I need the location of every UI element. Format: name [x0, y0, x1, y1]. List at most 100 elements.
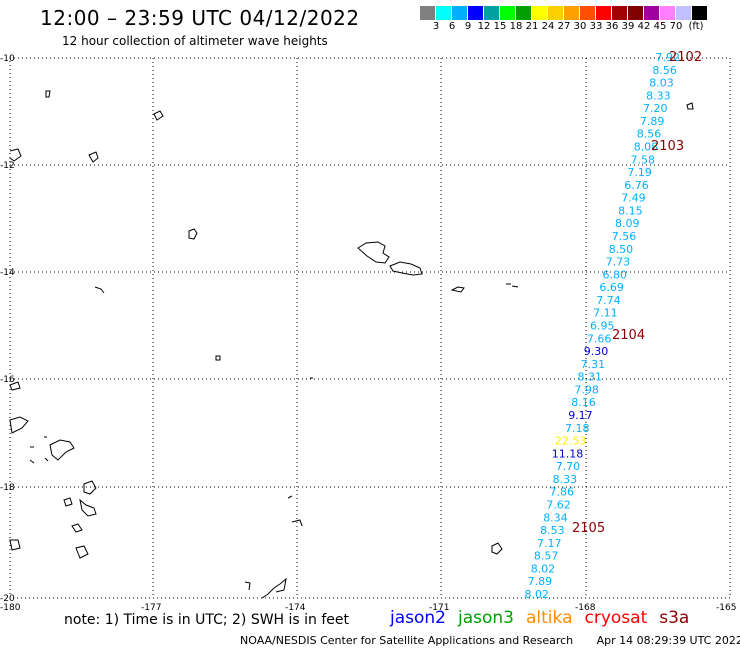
wave-height-label: 7.74 — [596, 294, 621, 307]
wave-height-label: 7.58 — [631, 153, 656, 166]
color-swatch — [692, 6, 708, 20]
island-small — [9, 148, 22, 162]
page-title: 12:00 – 23:59 UTC 04/12/2022 — [40, 6, 360, 30]
wave-height-label: 7.86 — [550, 486, 575, 499]
footer-credit: NOAA/NESDIS Center for Satellite Applica… — [240, 634, 574, 647]
lat-label: -12 — [0, 161, 15, 171]
pass-labels: 2102 2103 2104 2105 — [572, 50, 702, 536]
wave-height-label: 7.17 — [537, 537, 562, 550]
wave-height-label: 6.95 — [590, 320, 615, 333]
color-swatch — [420, 6, 436, 20]
color-scale-label: 9 — [464, 21, 472, 32]
wave-height-label: 8.15 — [618, 204, 643, 217]
island-small — [506, 283, 519, 288]
color-swatch — [644, 6, 660, 20]
wave-height-label: 8.53 — [540, 524, 565, 537]
lon-label: -180 — [0, 603, 21, 613]
wave-height-label: 8.31 — [578, 371, 603, 384]
island-outlines — [9, 90, 694, 599]
color-scale-label: 30 — [573, 21, 587, 32]
wave-height-label: 7.70 — [556, 460, 581, 473]
island-fiji-lau — [49, 439, 75, 461]
lon-label: -177 — [141, 603, 161, 613]
satellite-legend: jason2 jason3 altika cryosat s3a — [390, 608, 701, 628]
wave-height-label: 9.17 — [568, 409, 593, 422]
pass-label: 2103 — [651, 139, 684, 154]
color-swatch — [596, 6, 612, 20]
wave-height-label: 8.03 — [649, 77, 674, 90]
wave-height-label: 7.89 — [528, 575, 553, 588]
color-scale-label: 27 — [557, 21, 571, 32]
wave-height-label: 7.98 — [574, 383, 599, 396]
color-scale-label: 12 — [477, 21, 491, 32]
wave-height-label: 8.57 — [534, 550, 559, 563]
map-grid — [9, 57, 731, 599]
island-tonga-vavau — [9, 416, 29, 434]
wave-height-label: 7.19 — [627, 166, 652, 179]
island-small — [88, 151, 99, 163]
latitude-labels: -10 -12 -14 -16 -18 -20 — [0, 54, 15, 604]
page-subtitle: 12 hour collection of altimeter wave hei… — [62, 34, 328, 48]
island-niuafoou — [9, 381, 21, 391]
island-samoa-upolu — [389, 261, 423, 276]
color-scale-label: 45 — [653, 21, 667, 32]
wave-height-label: 22.53 — [555, 435, 587, 448]
island-wallis — [188, 228, 198, 240]
island-small-nw — [45, 90, 51, 98]
satellite-legend-item: s3a — [659, 608, 690, 628]
footer: NOAA/NESDIS Center for Satellite Applica… — [240, 634, 740, 647]
island-tutuila — [450, 286, 465, 293]
color-scale-label: 6 — [448, 21, 456, 32]
lon-label: -171 — [429, 603, 449, 613]
wave-height-label: 11.18 — [552, 447, 584, 460]
island-small — [83, 480, 97, 495]
lon-label: -174 — [285, 603, 306, 613]
color-swatch — [532, 6, 548, 20]
color-swatch — [580, 6, 596, 20]
pass-label: 2104 — [612, 328, 645, 343]
wave-height-label: 7.20 — [643, 102, 668, 115]
wave-height-track: 7.928.568.038.337.207.898.568.087.587.19… — [525, 51, 681, 601]
island-samoa-savaii — [357, 241, 390, 264]
satellite-legend-item: cryosat — [584, 608, 648, 628]
color-scale-label: 36 — [605, 21, 619, 32]
wave-height-label: 8.56 — [652, 64, 677, 77]
wave-height-label: 7.62 — [546, 499, 571, 512]
lat-label: -18 — [0, 483, 15, 493]
color-scale-label: 39 — [621, 21, 635, 32]
wave-height-label: 7.66 — [587, 332, 612, 345]
wave-height-label: 8.08 — [634, 141, 659, 154]
color-swatch — [516, 6, 532, 20]
wave-height-label: 9.30 — [584, 345, 609, 358]
color-scale-label: (ft) — [688, 21, 704, 32]
island-small — [94, 286, 105, 294]
island-small — [287, 495, 303, 527]
lat-label: -10 — [0, 54, 15, 64]
longitude-labels: -180 -177 -174 -171 -168 -165 — [0, 603, 736, 613]
color-scale-legend — [420, 6, 708, 20]
color-swatch — [548, 6, 564, 20]
wave-height-label: 8.50 — [609, 243, 634, 256]
color-scale-label: 21 — [525, 21, 539, 32]
island-small — [75, 545, 89, 559]
wave-height-label: 8.33 — [646, 89, 671, 102]
wave-height-label: 7.89 — [640, 115, 665, 128]
color-swatch — [452, 6, 468, 20]
color-scale-label: 70 — [669, 21, 683, 32]
color-swatch — [628, 6, 644, 20]
satellite-legend-item: jason3 — [458, 608, 514, 628]
wave-height-label: 8.34 — [543, 511, 568, 524]
color-swatch — [660, 6, 676, 20]
wave-height-label: 7.73 — [606, 256, 631, 269]
color-swatch — [468, 6, 484, 20]
pass-label: 2105 — [572, 521, 605, 536]
wave-height-label: 8.56 — [637, 128, 662, 141]
wave-height-label: 7.92 — [656, 51, 681, 64]
wave-height-label: 7.18 — [565, 422, 590, 435]
wave-height-label: 6.76 — [624, 179, 649, 192]
island-small — [63, 497, 73, 507]
color-swatch — [484, 6, 500, 20]
lon-label: -165 — [716, 603, 736, 613]
satellite-legend-item: altika — [526, 608, 573, 628]
